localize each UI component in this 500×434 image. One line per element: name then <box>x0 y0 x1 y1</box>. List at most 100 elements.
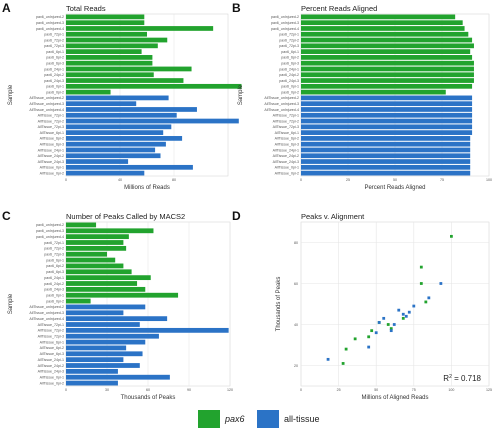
panel-d-ylabel: Thousands of Peaks <box>276 277 282 332</box>
ylabel-b-25: AllTissue_24pi-3 <box>273 160 299 164</box>
ylabel-c-16: AllTissue_unInjured-4 <box>29 317 64 321</box>
panel-d-ytick: 80 <box>294 241 298 245</box>
ylabel-b-1: pax6_unInjured-3 <box>271 21 299 25</box>
legend-item-all-tissue: all-tissue <box>257 408 320 430</box>
point-d-pax6-11 <box>344 347 348 351</box>
panel-a-title: Total Reads <box>66 4 106 13</box>
bar-c-pax6-24pi-1 <box>66 275 151 281</box>
bar-b-alltissue-72pi-3 <box>301 124 473 130</box>
ylabel-b-9: pax6_24pi-1 <box>279 67 299 71</box>
ylabel-b-12: pax6_0pi-1 <box>281 85 299 89</box>
ylabel-b-4: pax6_72pi-2 <box>279 38 299 42</box>
legend-item-pax6: pax6 <box>198 408 245 430</box>
bar-c-alltissue-0pi-1 <box>66 374 170 380</box>
bar-c-alltissue-uninjured-2 <box>66 304 146 310</box>
bar-a-pax6-uninjured-4 <box>66 26 214 31</box>
ylabel-b-13: pax6_0pi-2 <box>281 90 299 94</box>
bar-c-alltissue-72pi-1 <box>66 322 140 327</box>
bar-a-pax6-6pi-2 <box>66 55 153 60</box>
panel-b-xtick: 75 <box>440 178 444 182</box>
point-d-all-tissue-10 <box>407 310 411 314</box>
ylabel-c-0: pax6_unInjured-2 <box>36 223 64 227</box>
ylabel-c-23: AllTissue_24pi-1 <box>38 358 64 362</box>
bar-b-pax6-24pi-2 <box>301 72 474 78</box>
panel-d-xtick: 25 <box>337 388 341 392</box>
ylabel-b-17: AllTissue_72pi-1 <box>273 114 299 118</box>
point-d-pax6-1 <box>353 337 357 341</box>
ylabel-a-10: pax6_24pi-2 <box>44 73 64 77</box>
ylabel-b-26: AllTissue_0pi-1 <box>275 166 299 170</box>
ylabel-b-14: AllTissue_unInjured-2 <box>264 96 299 100</box>
panel-d-ytick: 40 <box>294 323 298 327</box>
ylabel-a-7: pax6_6pi-2 <box>46 56 64 60</box>
panel-c-xtick: 90 <box>187 388 191 392</box>
bar-b-alltissue-0pi-2 <box>301 170 471 176</box>
point-d-pax6-10 <box>450 234 453 238</box>
point-d-all-tissue-8 <box>401 312 405 316</box>
bar-b-alltissue-72pi-1 <box>301 112 473 118</box>
ylabel-a-12: pax6_0pi-1 <box>46 85 64 89</box>
bar-b-alltissue-0pi-1 <box>301 164 471 170</box>
bar-b-alltissue-72pi-2 <box>301 118 473 124</box>
ylabel-b-27: AllTissue_0pi-2 <box>275 171 299 175</box>
ylabel-c-18: AllTissue_72pi-2 <box>38 329 64 333</box>
ylabel-c-5: pax6_72pi-3 <box>44 253 64 257</box>
ylabel-a-26: AllTissue_0pi-1 <box>40 166 64 170</box>
bar-b-pax6-72pi-1 <box>301 31 469 37</box>
ylabel-a-21: AllTissue_6pi-2 <box>40 137 64 141</box>
ylabel-a-9: pax6_24pi-1 <box>44 67 64 71</box>
point-d-pax6-6 <box>401 316 405 320</box>
bar-a-pax6-6pi-1 <box>66 49 142 54</box>
bar-b-alltissue-uninjured-4 <box>301 107 473 112</box>
bar-c-alltissue-24pi-3 <box>66 368 118 374</box>
point-d-all-tissue-4 <box>382 316 386 320</box>
point-d-all-tissue-2 <box>374 331 378 335</box>
ylabel-b-18: AllTissue_72pi-2 <box>273 119 299 123</box>
figure: A Total Reads 0 40 80 pax6_unInjured-2 pax6_un… <box>2 1 492 401</box>
point-d-pax6-12 <box>389 327 393 330</box>
bar-c-alltissue-0pi-2 <box>66 380 118 386</box>
point-d-all-tissue-11 <box>412 304 416 308</box>
panel-a-ylabel: Sample <box>8 84 14 105</box>
bar-c-pax6-24pi-3 <box>66 286 146 292</box>
ylabel-c-4: pax6_72pi-2 <box>44 247 64 251</box>
point-d-all-tissue-7 <box>397 308 401 312</box>
bar-a-pax6-uninjured-3 <box>66 20 145 26</box>
ylabel-c-10: pax6_24pi-2 <box>44 282 64 286</box>
ylabel-b-16: AllTissue_unInjured-4 <box>264 108 299 112</box>
bar-c-pax6-6pi-2 <box>66 263 124 269</box>
ylabel-b-11: pax6_24pi-3 <box>279 79 299 83</box>
bar-a-alltissue-0pi-1 <box>66 164 193 170</box>
bar-a-alltissue-uninjured-3 <box>66 101 137 107</box>
ylabel-a-11: pax6_24pi-3 <box>44 79 64 83</box>
panel-d-label: D <box>232 209 241 223</box>
point-d-all-tissue-3 <box>377 321 381 324</box>
ylabel-b-7: pax6_6pi-2 <box>281 56 299 60</box>
ylabel-b-24: AllTissue_24pi-2 <box>273 154 299 158</box>
ylabel-a-23: AllTissue_24pi-1 <box>38 148 64 152</box>
panel-b-xtick: 50 <box>393 178 397 182</box>
bar-b-alltissue-6pi-3 <box>301 141 471 147</box>
panel-c-title: Number of Peaks Called by MACS2 <box>66 212 185 221</box>
ylabel-b-8: pax6_6pi-3 <box>281 61 299 65</box>
bar-c-pax6-72pi-3 <box>66 251 107 257</box>
bar-a-alltissue-24pi-1 <box>66 147 156 153</box>
panel-c-label: C <box>2 209 11 223</box>
point-d-all-tissue-5 <box>389 329 393 333</box>
panel-c-ylabel: Sample <box>8 293 14 314</box>
bar-c-pax6-uninjured-3 <box>66 228 154 234</box>
bar-c-pax6-6pi-3 <box>66 269 132 275</box>
ylabel-c-3: pax6_72pi-1 <box>44 241 64 245</box>
panel-d-xtick: 100 <box>448 388 454 392</box>
bar-c-alltissue-24pi-1 <box>66 357 124 363</box>
ylabel-c-19: AllTissue_72pi-3 <box>38 335 64 339</box>
ylabel-b-22: AllTissue_6pi-3 <box>275 142 299 146</box>
point-d-all-tissue-13 <box>439 282 443 285</box>
bar-b-pax6-24pi-3 <box>301 78 474 83</box>
legend: pax6 all-tissue <box>0 408 500 434</box>
ylabel-a-15: AllTissue_unInjured-3 <box>29 102 64 106</box>
point-d-all-tissue-1 <box>367 345 371 349</box>
ylabel-c-13: pax6_0pi-2 <box>46 299 64 303</box>
bar-a-pax6-72pi-1 <box>66 31 147 37</box>
bar-b-pax6-0pi-2 <box>301 89 446 95</box>
